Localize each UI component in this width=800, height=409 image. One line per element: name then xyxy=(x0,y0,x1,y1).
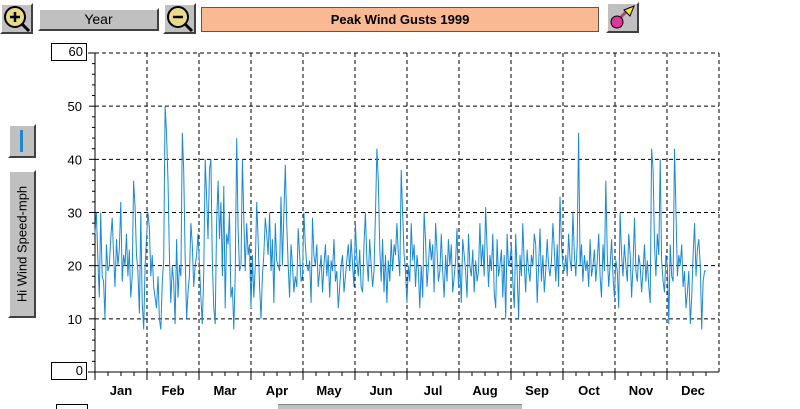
month-label: Dec xyxy=(681,383,705,398)
month-label: May xyxy=(316,383,342,398)
chart-grid xyxy=(95,52,720,372)
month-label: Feb xyxy=(161,383,184,398)
zoom-out-button[interactable] xyxy=(163,3,196,34)
month-label: Apr xyxy=(266,383,288,398)
paint-tool-icon xyxy=(610,5,635,29)
line-series-icon xyxy=(20,130,23,152)
y-tick-label: 30 xyxy=(68,206,82,221)
series-style-button[interactable] xyxy=(8,124,36,158)
month-labels: Jan Feb Mar Apr May Jun Jul Aug Sep Oct Nov Dec xyxy=(110,383,705,398)
y-axis-label: Hi Wind Speed-mph xyxy=(14,185,30,303)
y-tick-label: 40 xyxy=(68,152,82,167)
y-minor-ticks: 50 40 30 20 10 xyxy=(68,63,95,362)
y-tick-label: 50 xyxy=(68,99,82,114)
month-label: Mar xyxy=(213,383,236,398)
month-label: Jun xyxy=(369,383,392,398)
y-axis-measure-button[interactable]: Hi Wind Speed-mph xyxy=(8,170,36,318)
paint-tool-button[interactable] xyxy=(606,2,639,33)
y-tick-label: 20 xyxy=(68,259,82,274)
chart-axes xyxy=(88,52,719,380)
month-label: Oct xyxy=(578,383,600,398)
chart-title: Peak Wind Gusts 1999 xyxy=(201,7,599,32)
y-min-input[interactable]: 0 xyxy=(51,362,87,380)
zoom-in-icon xyxy=(4,6,31,33)
series-line xyxy=(94,106,706,330)
bottom-control[interactable] xyxy=(56,404,88,409)
horizontal-scrollbar[interactable] xyxy=(278,404,522,409)
period-button[interactable]: Year xyxy=(38,8,159,31)
zoom-out-icon xyxy=(167,6,194,33)
month-label: Aug xyxy=(472,383,497,398)
month-label: Nov xyxy=(629,383,654,398)
month-label: Jul xyxy=(424,383,443,398)
y-max-input[interactable]: 60 xyxy=(51,43,87,61)
y-tick-label: 10 xyxy=(68,312,82,327)
month-label: Jan xyxy=(110,383,132,398)
month-label: Sep xyxy=(525,383,549,398)
zoom-in-button[interactable] xyxy=(0,3,33,34)
